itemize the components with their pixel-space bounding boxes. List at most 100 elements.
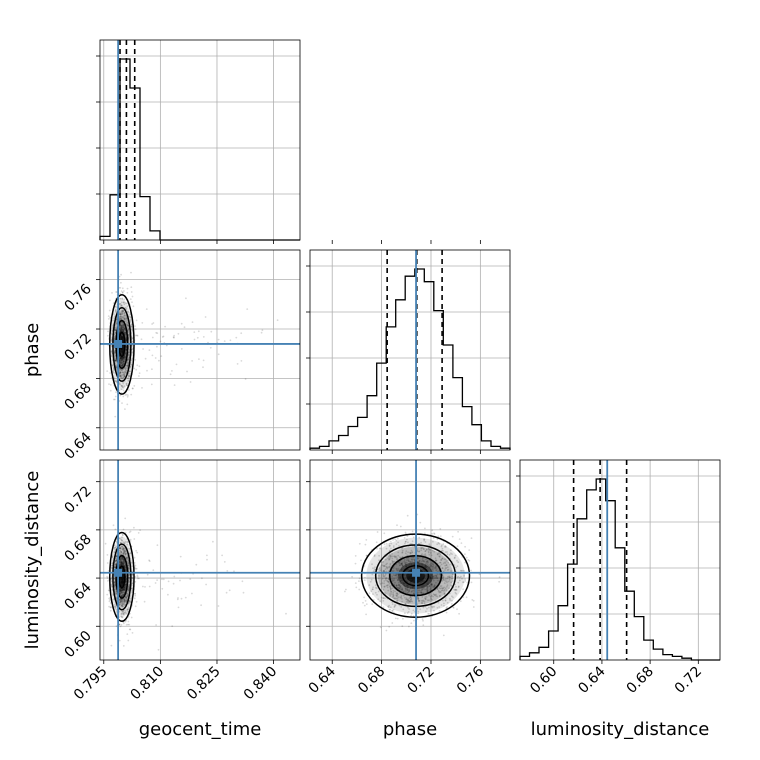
sample-point (399, 580, 401, 582)
sample-point (123, 313, 126, 315)
sample-point (437, 590, 440, 593)
sample-point (390, 542, 393, 545)
sample-point (424, 564, 427, 566)
sample-point (452, 607, 455, 609)
sample-point (158, 359, 160, 362)
sample-point (233, 570, 235, 573)
sample-point (424, 588, 426, 591)
sample-point (392, 545, 395, 547)
sample-point (114, 332, 117, 334)
sample-point (371, 563, 373, 566)
sample-point (125, 319, 128, 322)
sample-point (446, 585, 448, 588)
sample-point (122, 301, 125, 304)
sample-point (119, 599, 121, 602)
sample-point (430, 577, 432, 580)
sample-point (119, 357, 122, 360)
sample-point (119, 592, 122, 595)
sample-point (405, 598, 407, 601)
sample-point (124, 394, 127, 396)
sample-point (439, 590, 441, 593)
sample-point (428, 566, 431, 569)
sample-point (139, 529, 142, 531)
sample-point (115, 364, 117, 366)
sample-point (472, 599, 475, 602)
sample-point (444, 580, 447, 582)
sample-point (113, 581, 116, 583)
sample-point (122, 561, 125, 563)
sample-point (127, 354, 130, 357)
sample-point (172, 336, 175, 339)
sample-point (126, 633, 129, 635)
sample-point (125, 597, 128, 600)
sample-point (429, 548, 432, 551)
sample-point (421, 588, 424, 591)
sample-point (427, 564, 430, 567)
sample-point (405, 557, 408, 560)
sample-point (409, 587, 412, 589)
sample-point (445, 580, 448, 582)
sample-point (156, 579, 159, 581)
sample-point (404, 561, 407, 564)
sample-point (127, 359, 129, 361)
sample-point (127, 568, 130, 570)
sample-point (125, 353, 127, 355)
sample-point (114, 586, 117, 589)
sample-point (426, 559, 429, 562)
sample-point (121, 362, 123, 365)
sample-point (388, 604, 390, 607)
sample-point (121, 364, 124, 367)
sample-point (402, 594, 405, 597)
sample-point (122, 558, 124, 560)
sample-point (120, 328, 123, 331)
sample-point (396, 595, 398, 597)
sample-point (119, 374, 122, 376)
sample-point (107, 330, 109, 333)
sample-point (392, 560, 395, 563)
sample-point (125, 340, 128, 343)
sample-point (136, 575, 139, 578)
sample-point (107, 315, 110, 317)
sample-point (121, 291, 124, 294)
sample-point (420, 592, 423, 594)
sample-point (123, 549, 126, 552)
sample-point (124, 317, 126, 319)
sample-point (202, 336, 205, 338)
sample-point (448, 597, 451, 600)
sample-point (110, 564, 113, 567)
sample-point (124, 553, 127, 556)
sample-point (424, 566, 427, 568)
sample-point (395, 543, 398, 545)
sample-point (452, 596, 454, 599)
xtick-label-phase: 0.68 (355, 664, 388, 697)
sample-point (123, 332, 126, 335)
sample-point (421, 553, 423, 555)
sample-point (435, 581, 437, 584)
sample-point (425, 566, 428, 568)
sample-point (114, 360, 117, 363)
sample-point (388, 544, 391, 547)
sample-point (120, 312, 122, 314)
sample-point (123, 587, 125, 589)
contour-line (115, 554, 129, 599)
sample-point (120, 321, 123, 324)
sample-point (123, 314, 126, 317)
sample-point (109, 384, 112, 386)
sample-point (121, 356, 123, 359)
sample-point (442, 579, 445, 581)
sample-point (114, 335, 116, 338)
sample-point (394, 581, 396, 584)
sample-point (120, 327, 122, 330)
sample-point (424, 574, 427, 577)
sample-point (399, 581, 402, 584)
sample-point (123, 587, 126, 589)
sample-point (130, 561, 133, 564)
sample-point (345, 588, 347, 591)
sample-point (125, 556, 128, 559)
sample-point (438, 573, 441, 576)
sample-point (124, 551, 126, 554)
sample-point (173, 336, 175, 339)
sample-point (124, 328, 126, 331)
sample-point (450, 581, 453, 584)
sample-point (438, 542, 441, 545)
